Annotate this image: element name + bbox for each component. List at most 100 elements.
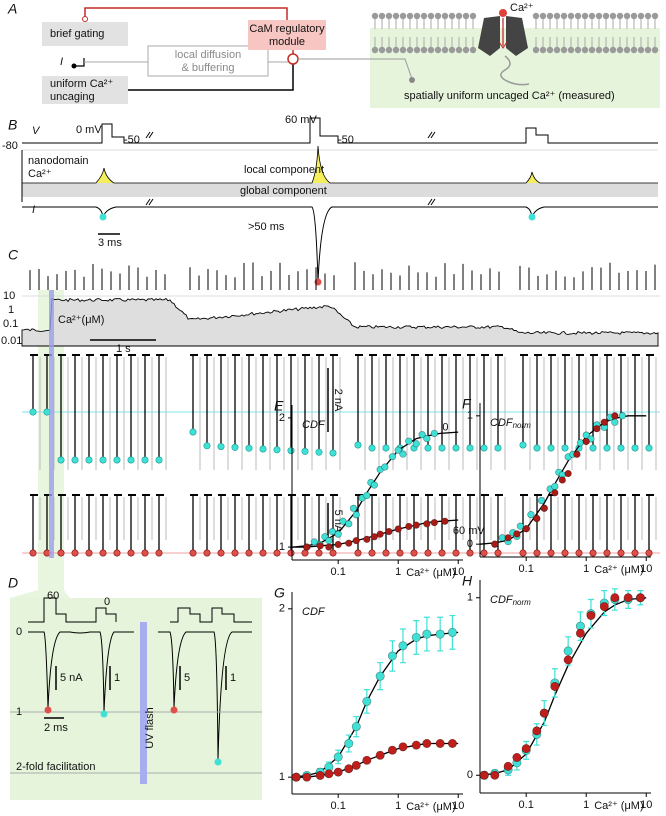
data-point [381,463,389,471]
box [42,22,128,46]
peak-marker [189,428,197,436]
scale-label: 3 ms [98,237,122,249]
lipid-head [427,46,435,54]
peak-marker [645,549,653,557]
data-point [387,651,397,661]
scale-label: 5 nA [60,672,83,684]
data-point [310,538,318,546]
lipid-head [406,46,414,54]
data-point [573,450,581,458]
peak-marker [217,443,225,451]
data-point [325,543,333,551]
lipid-head [588,46,596,54]
error-cap [637,590,644,606]
peak-marker [29,549,37,557]
peak-marker [203,442,211,450]
data-point [539,708,549,718]
data-point [375,750,385,760]
ca-tick-label: 0.01 [1,335,22,347]
series-label: 60 mV [453,525,485,537]
fit-line [479,597,647,776]
current-label: I [60,56,63,68]
y-axis-label: CDF [302,606,326,618]
y-tick-label: 1 [467,410,473,422]
peak-marker [100,710,108,718]
component-label: global component [240,185,327,197]
peak-marker [231,549,239,557]
lipid-head [651,46,659,54]
data-point [447,627,457,637]
peak-marker [113,549,121,557]
lipid-head [441,46,449,54]
voltage-label: 0 mV [76,124,102,136]
peak-marker [273,446,281,454]
y-axis-label: CDF [302,419,326,431]
peak-marker [452,444,460,452]
error-cap [413,620,420,655]
x-tick-label: 1 [583,799,589,811]
data-point [398,742,408,752]
x-tick-label: 1 [583,563,589,575]
data-point [533,514,541,523]
lipid-head [602,12,610,20]
data-point [491,540,499,548]
peak-marker [99,213,107,221]
x-tick-label: 10 [640,799,652,811]
ca-ion [499,9,507,17]
connector [128,64,294,91]
y-axis-label: CDFnorm [490,417,531,430]
flash-label: UV flash [144,707,156,749]
uv-flash [49,290,54,558]
data-point [503,761,513,771]
error-cap [345,734,352,753]
gap-label: >50 ms [248,221,285,233]
data-point [575,628,585,638]
data-point [362,755,372,765]
data-point [537,496,546,505]
peak-marker [382,444,390,452]
data-point [441,517,449,525]
peak-marker [424,549,432,557]
node [409,77,415,83]
data-point [564,469,572,478]
peak-marker [214,758,222,766]
node [71,63,77,69]
y-axis-label: norm [513,598,532,607]
lipid-head [441,12,449,20]
data-point [349,504,358,512]
box-label: module [269,36,305,48]
lipid-head [413,12,421,20]
data-point [513,530,521,538]
nanodomain-trace [22,145,658,184]
lipid-head [448,46,456,54]
data-point [435,738,445,748]
data-point [599,602,609,612]
lipid-head [546,12,554,20]
data-point [422,629,432,639]
peak-marker [410,549,418,557]
data-point [362,696,372,706]
peak-marker [85,456,93,464]
data-point [376,530,384,538]
data-point [563,655,573,665]
data-point [586,610,596,620]
lipid-head [385,12,393,20]
peak-marker [438,549,446,557]
x-axis-label: Ca²⁺ (μM) [406,567,455,579]
peak-marker [127,456,135,464]
box-label: brief gating [50,28,104,40]
data-point [352,511,360,519]
data-point [351,760,361,770]
error-cap [389,640,396,672]
data-point [516,522,524,530]
error-cap [611,588,618,611]
data-point [385,527,393,536]
error-cap [565,636,572,666]
panel-label: C [8,247,19,263]
peak-marker [245,444,253,452]
lipid-head [630,46,638,54]
lipid-head [532,12,540,20]
peak-marker [203,549,211,557]
panel-label: F [462,396,472,412]
